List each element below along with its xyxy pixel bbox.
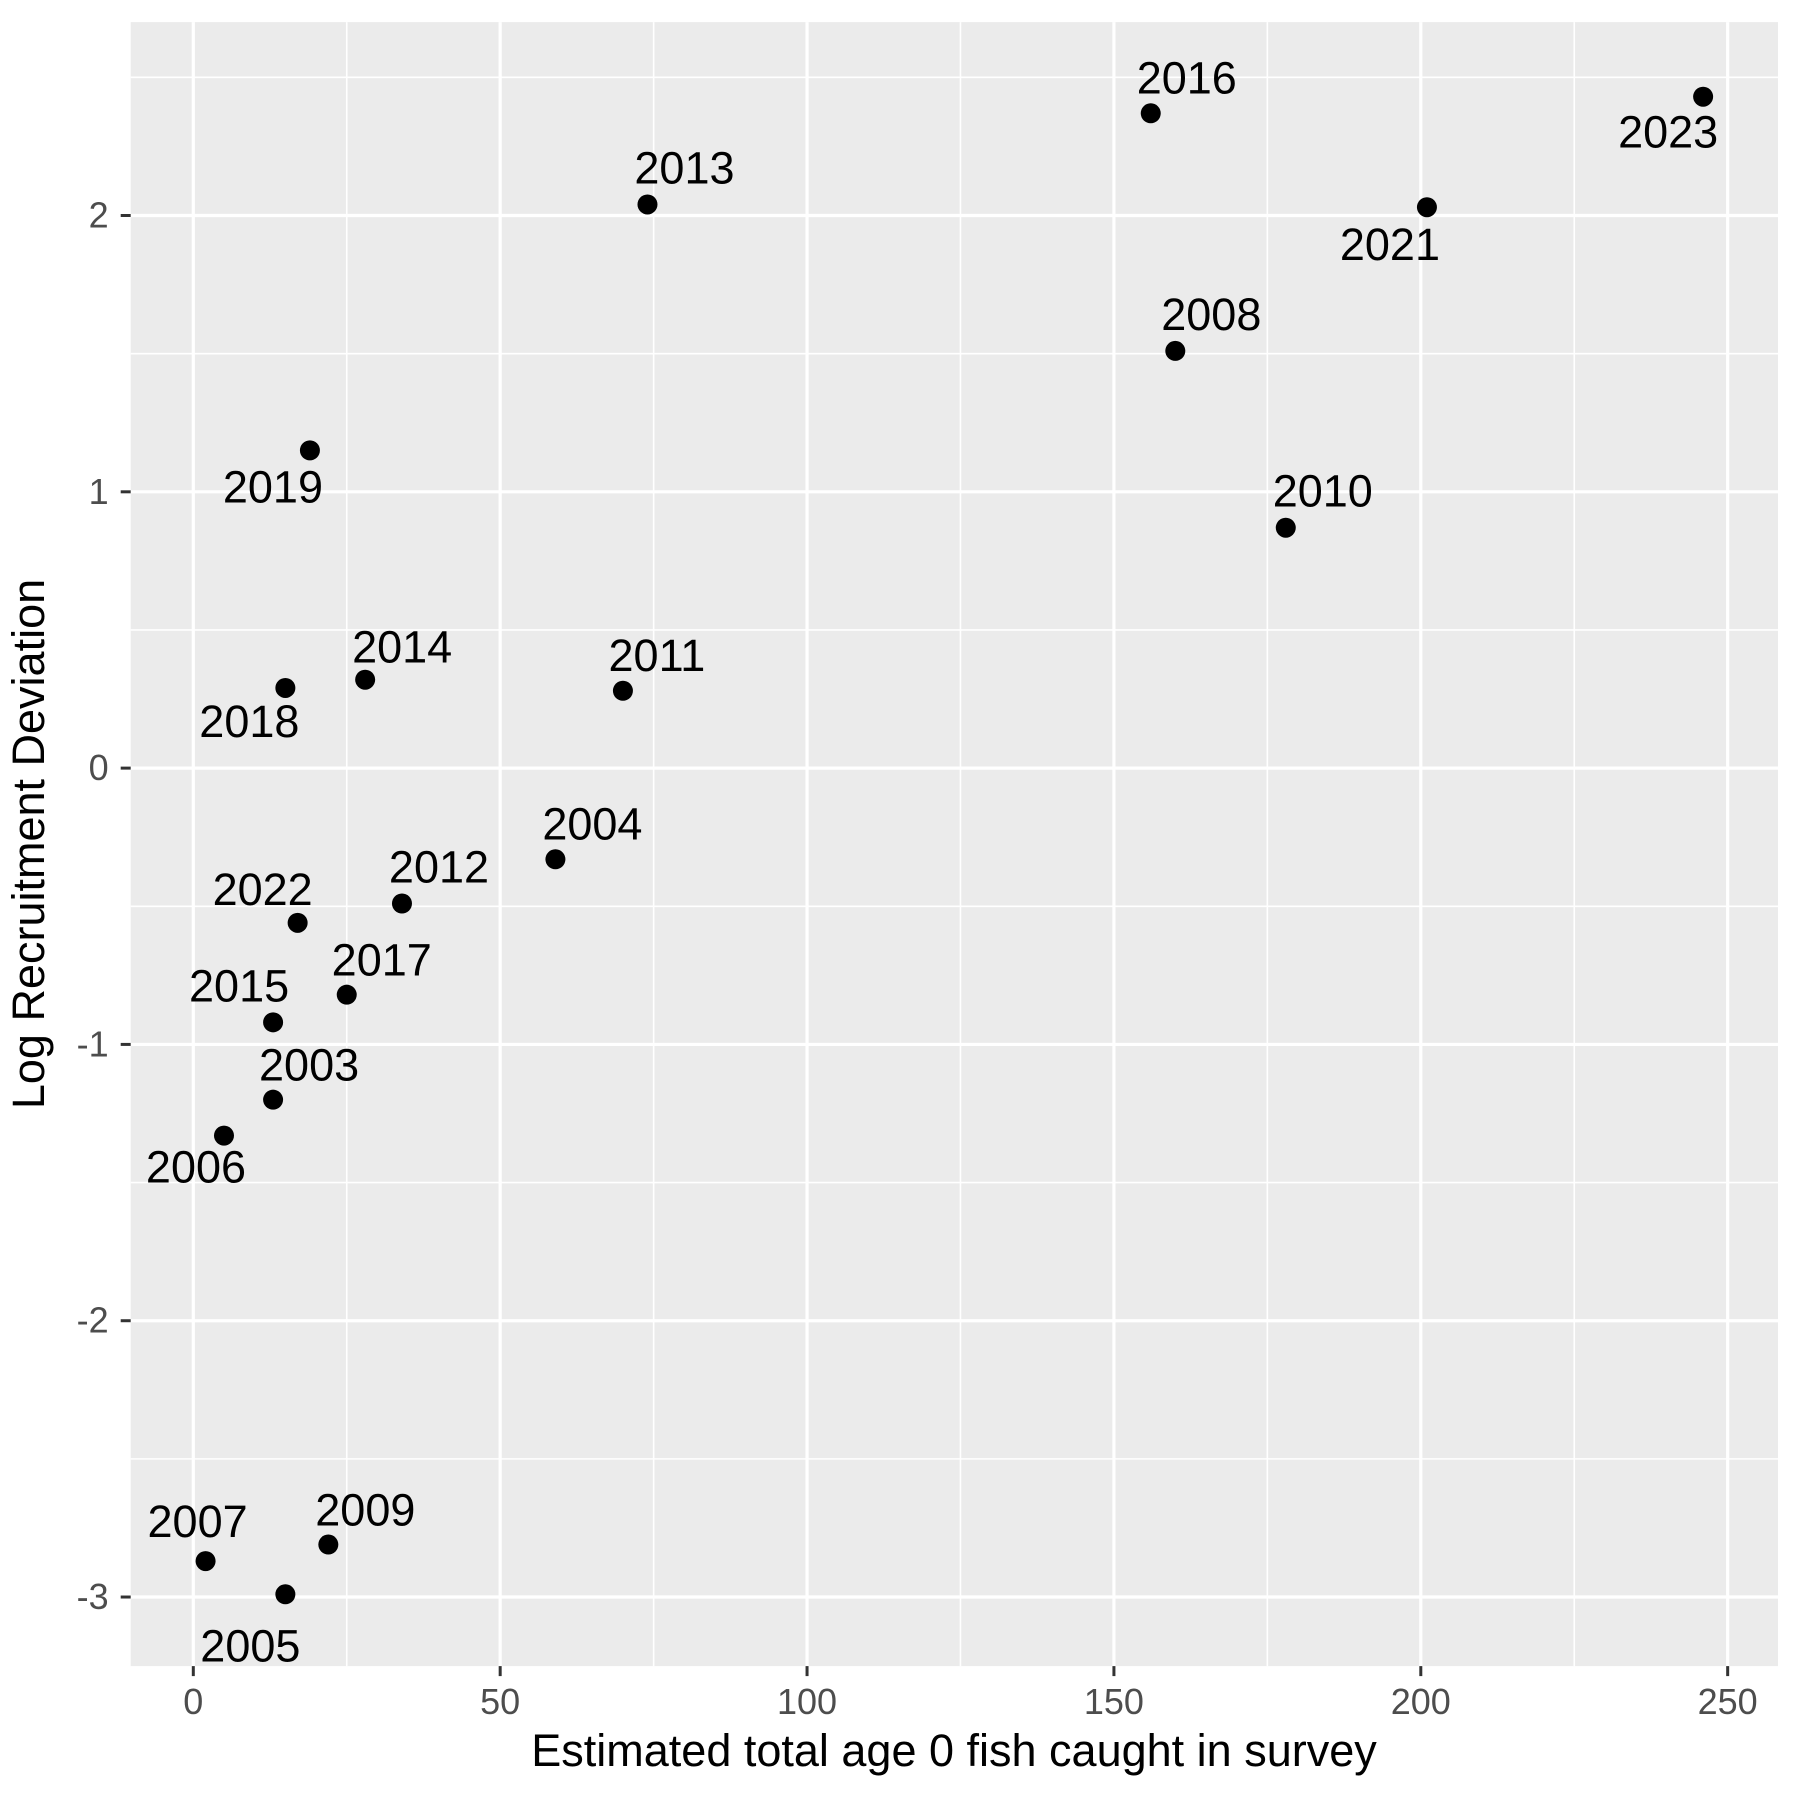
x-tick-label: 0 [183, 1681, 203, 1722]
point-year-label: 2006 [146, 1142, 246, 1193]
y-tick-label: -2 [77, 1300, 109, 1341]
y-tick-label: 2 [89, 195, 109, 236]
point-year-label: 2011 [609, 630, 706, 681]
point-year-label: 2023 [1618, 107, 1718, 158]
point-year-label: 2014 [352, 622, 452, 673]
point-year-label: 2012 [389, 842, 489, 893]
data-point [263, 1089, 284, 1110]
data-point [299, 440, 320, 461]
x-tick-label: 200 [1391, 1681, 1451, 1722]
point-year-label: 2022 [213, 864, 313, 915]
point-year-label: 2009 [315, 1485, 415, 1536]
x-axis-title: Estimated total age 0 fish caught in sur… [531, 1725, 1377, 1776]
y-tick-label: 1 [89, 471, 109, 512]
data-point [263, 1012, 284, 1033]
data-point [545, 849, 566, 870]
point-year-label: 2017 [332, 935, 432, 986]
point-year-label: 2016 [1137, 52, 1237, 103]
point-year-label: 2010 [1273, 466, 1373, 517]
data-point [612, 680, 633, 701]
point-year-label: 2019 [223, 461, 323, 512]
y-tick-label: 0 [89, 747, 109, 788]
x-tick-label: 250 [1698, 1681, 1758, 1722]
x-tick-label: 50 [480, 1681, 520, 1722]
x-tick-label: 100 [777, 1681, 837, 1722]
point-year-label: 2013 [634, 142, 734, 193]
data-point [336, 984, 357, 1005]
data-point [1416, 197, 1437, 218]
plot-panel [130, 22, 1779, 1667]
point-year-label: 2003 [259, 1040, 359, 1091]
data-point [213, 1125, 234, 1146]
data-point [391, 893, 412, 914]
y-tick-label: -3 [77, 1576, 109, 1617]
y-tick-label: -1 [77, 1023, 109, 1064]
point-year-label: 2005 [200, 1620, 300, 1671]
point-year-label: 2004 [542, 798, 642, 849]
data-point [1693, 86, 1714, 107]
point-year-label: 2021 [1340, 219, 1440, 270]
point-year-label: 2018 [199, 696, 299, 747]
data-point [275, 1584, 296, 1605]
point-year-label: 2015 [189, 960, 289, 1011]
data-point [318, 1534, 339, 1555]
x-tick-label: 150 [1084, 1681, 1144, 1722]
data-point [1275, 517, 1296, 538]
data-point [1165, 340, 1186, 361]
data-point [195, 1551, 216, 1572]
data-point [637, 194, 658, 215]
data-point [287, 912, 308, 933]
y-axis-title: Log Recruitment Deviation [3, 579, 54, 1109]
point-year-label: 2007 [148, 1496, 248, 1547]
data-point [275, 677, 296, 698]
data-point [355, 669, 376, 690]
data-point [1140, 103, 1161, 124]
point-year-label: 2008 [1161, 289, 1261, 340]
